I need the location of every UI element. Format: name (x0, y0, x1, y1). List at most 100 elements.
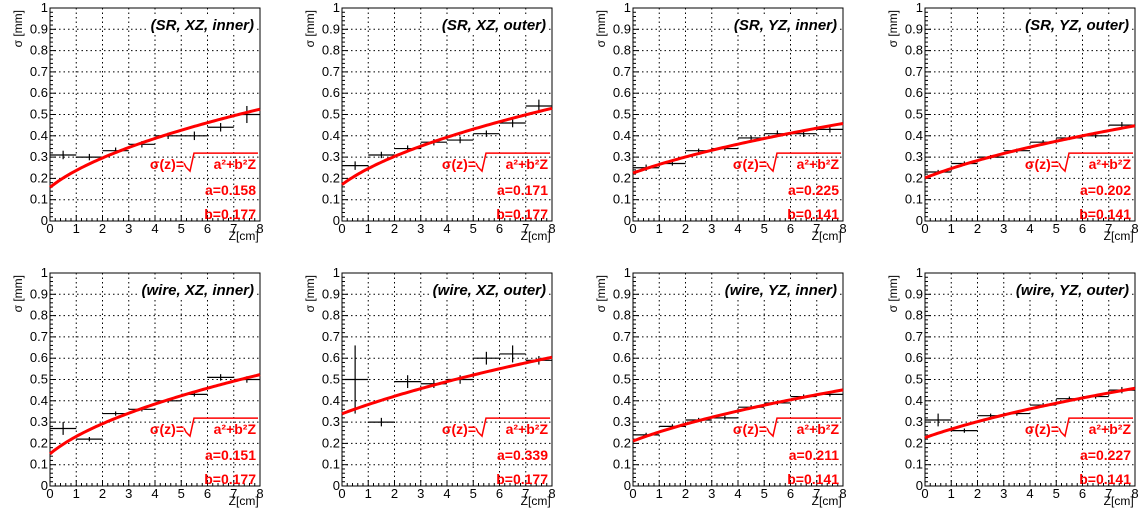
x-axis-unit: [cm] (528, 229, 551, 243)
y-tick-label: 0.5 (613, 107, 631, 122)
y-tick-label: 1 (916, 265, 923, 280)
y-tick-label: 0.2 (905, 435, 923, 450)
y-tick-label: 0.1 (30, 192, 48, 207)
y-tick-label: 0.6 (613, 350, 631, 365)
x-tick-label: 0 (629, 221, 636, 236)
y-tick-label: 0 (41, 478, 48, 493)
x-tick-label: 6 (204, 221, 211, 236)
fit-formula-radical (1058, 417, 1133, 438)
fit-formula-radicand: a²+b²Z (797, 421, 840, 437)
x-tick-label: 8 (1131, 221, 1138, 236)
panel-title-background (722, 282, 839, 299)
x-tick-label: 6 (787, 221, 794, 236)
x-tick-label: 7 (813, 221, 820, 236)
fit-curve (49, 107, 261, 189)
fit-formula-prefix: σ(z)= (733, 156, 767, 172)
x-tick-label: 8 (839, 221, 846, 236)
y-tick-label: 0.4 (30, 128, 48, 143)
x-axis-unit: [cm] (819, 229, 842, 243)
x-tick-label: 5 (1053, 221, 1060, 236)
x-tick-label: 6 (496, 221, 503, 236)
x-tick-label: 3 (417, 486, 424, 501)
fit-formula-prefix: σ(z)= (1025, 156, 1059, 172)
fit-formula-prefix: σ(z)= (733, 421, 767, 437)
x-tick-label: 2 (99, 221, 106, 236)
y-tick-label: 0.1 (905, 192, 923, 207)
y-tick-label: 0.8 (322, 43, 340, 58)
y-tick-label: 0.6 (322, 85, 340, 100)
chart-panel: 0 1 2 3 4 5 6 7 8 0 0.1 0.2 0.3 0.4 0.5 0.6 0.7 0.8 0.9 1 σ … (11, 265, 264, 508)
fit-formula-radicand: a²+b²Z (1089, 421, 1132, 437)
y-tick-label: 0.2 (322, 435, 340, 450)
y-tick-label: 0.5 (905, 107, 923, 122)
y-tick-label: 0.1 (613, 457, 631, 472)
y-axis-title: σ [mm] (594, 10, 608, 47)
y-tick-label: 0 (333, 478, 340, 493)
x-axis-unit: [cm] (236, 494, 259, 508)
fit-formula-prefix: σ(z)= (150, 421, 184, 437)
y-axis-title: σ [mm] (11, 10, 25, 47)
y-axis-title: σ [mm] (886, 275, 900, 312)
fit-param-a: a=0.339 (497, 447, 548, 463)
y-tick-label: 0.2 (30, 435, 48, 450)
fit-formula-radical (183, 417, 258, 438)
y-tick-label: 1 (916, 0, 923, 15)
chart-panel: 0 1 2 3 4 5 6 7 8 0 0.1 0.2 0.3 0.4 0.5 0.6 0.7 0.8 0.9 1 σ … (303, 0, 556, 243)
panel-title-background (439, 17, 548, 34)
x-tick-label: 7 (230, 221, 237, 236)
y-axis-title: σ [mm] (303, 275, 317, 312)
x-axis-unit: [cm] (1111, 494, 1134, 508)
fit-formula-radical (475, 152, 550, 173)
x-axis-unit: [cm] (819, 494, 842, 508)
fit-formula-prefix: σ(z)= (442, 156, 476, 172)
x-tick-label: 6 (1079, 486, 1086, 501)
panel-title-background (148, 17, 256, 34)
fit-formula-prefix: σ(z)= (442, 421, 476, 437)
x-tick-label: 4 (151, 486, 158, 501)
fit-formula-radical (766, 417, 841, 438)
x-tick-label: 4 (734, 221, 741, 236)
y-tick-label: 0 (624, 213, 631, 228)
y-tick-label: 0.2 (905, 170, 923, 185)
y-tick-label: 0.6 (613, 85, 631, 100)
fit-formula-radicand: a²+b²Z (214, 156, 257, 172)
fit-formula-radical (1058, 152, 1133, 173)
y-tick-label: 0.5 (30, 107, 48, 122)
x-axis-title: Z (521, 229, 528, 243)
y-tick-label: 0 (41, 213, 48, 228)
fit-formula-radicand: a²+b²Z (797, 156, 840, 172)
fit-param-a: a=0.211 (789, 447, 839, 463)
y-tick-label: 0.9 (905, 286, 923, 301)
y-tick-label: 0.1 (322, 457, 340, 472)
panel-title: (wire, YZ, outer) (1016, 282, 1129, 299)
y-tick-label: 0.2 (613, 170, 631, 185)
y-tick-label: 0.1 (905, 457, 923, 472)
fit-param-b: b=0.141 (1079, 471, 1131, 487)
x-tick-label: 2 (682, 221, 689, 236)
y-axis-title: σ [mm] (11, 275, 25, 312)
y-axis-title: σ [mm] (886, 10, 900, 47)
y-tick-label: 0.4 (30, 393, 48, 408)
y-tick-label: 1 (333, 0, 340, 15)
y-tick-label: 0.9 (30, 286, 48, 301)
fit-curve (341, 355, 553, 416)
fit-param-b: b=0.141 (1079, 206, 1131, 222)
y-tick-label: 0.6 (30, 350, 48, 365)
panel-title-background (731, 17, 839, 34)
x-tick-label: 0 (46, 221, 53, 236)
y-tick-label: 0.8 (30, 308, 48, 323)
fit-curve (632, 121, 844, 175)
panel-title: (wire, XZ, outer) (433, 282, 546, 299)
fit-curve (924, 386, 1136, 440)
y-tick-label: 0.9 (322, 286, 340, 301)
y-tick-label: 0.7 (613, 64, 631, 79)
y-tick-label: 0.3 (322, 414, 340, 429)
x-tick-label: 8 (256, 221, 263, 236)
panel-title: (wire, YZ, inner) (725, 282, 837, 299)
y-tick-label: 0.3 (613, 414, 631, 429)
x-tick-label: 1 (948, 221, 955, 236)
y-tick-label: 0.7 (30, 64, 48, 79)
fit-formula-radical (766, 152, 841, 173)
chart-panel: 0 1 2 3 4 5 6 7 8 0 0.1 0.2 0.3 0.4 0.5 0.6 0.7 0.8 0.9 1 σ … (594, 265, 847, 508)
